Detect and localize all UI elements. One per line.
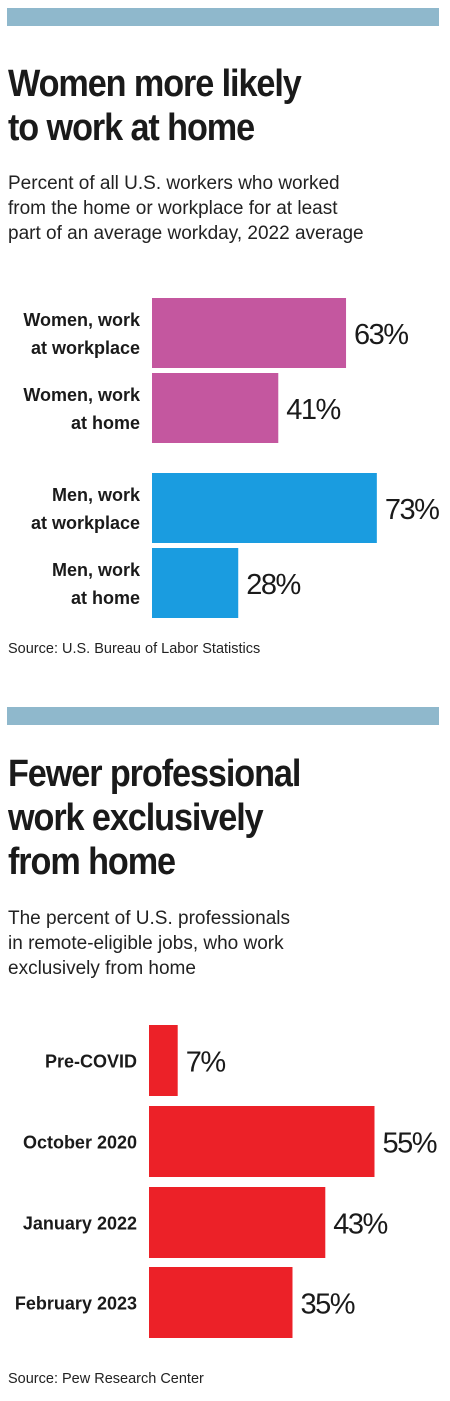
category-label-1-1: Women, work bbox=[23, 310, 141, 330]
chart-1-title: Women more likely to work at home bbox=[8, 63, 302, 149]
chart-2-subtitle: The percent of U.S. professionals in rem… bbox=[8, 908, 290, 979]
value-label-1: 63% bbox=[354, 319, 408, 351]
chart-1-subtitle: Percent of all U.S. workers who worked f… bbox=[8, 173, 364, 244]
category-label-4-1: Men, work bbox=[52, 560, 141, 580]
chart-1-bar-chart: Women, work at workplace 63% Women, work at … bbox=[0, 290, 450, 630]
chart-1-source: Source: U.S. Bureau of Labor Statistics bbox=[8, 641, 261, 657]
section-rule-2 bbox=[7, 707, 439, 725]
category-label-2-1: Women, work bbox=[23, 385, 141, 405]
bar-4 bbox=[149, 1267, 293, 1338]
category-label-4-1: February 2023 bbox=[15, 1294, 137, 1314]
bar-3 bbox=[152, 473, 377, 543]
chart-2-bar-chart: Pre-COVID 7% October 2020 55% January 2022 43… bbox=[0, 1020, 450, 1350]
value-label-3: 43% bbox=[333, 1209, 387, 1241]
category-label-4-2: at home bbox=[71, 588, 140, 608]
category-label-3-1: January 2022 bbox=[23, 1214, 137, 1234]
category-label-3-1: Men, work bbox=[52, 485, 141, 505]
bar-4 bbox=[152, 548, 239, 618]
category-label-2-2: at home bbox=[71, 413, 140, 433]
value-label-3: 73% bbox=[385, 494, 439, 526]
chart-2-title: Fewer professional work exclusively from… bbox=[8, 753, 301, 883]
category-label-1-2: at workplace bbox=[31, 338, 140, 358]
bar-2 bbox=[149, 1106, 375, 1177]
value-label-2: 41% bbox=[286, 394, 340, 426]
category-label-3-2: at workplace bbox=[31, 513, 140, 533]
bar-2 bbox=[152, 373, 279, 443]
bar-1 bbox=[149, 1025, 178, 1096]
value-label-4: 35% bbox=[301, 1289, 355, 1321]
value-label-2: 55% bbox=[383, 1128, 437, 1160]
category-label-2-1: October 2020 bbox=[23, 1133, 137, 1153]
bar-1 bbox=[152, 298, 347, 368]
value-label-4: 28% bbox=[246, 569, 300, 601]
chart-2-source: Source: Pew Research Center bbox=[8, 1371, 204, 1387]
section-rule-1 bbox=[7, 8, 439, 26]
value-label-1: 7% bbox=[186, 1047, 226, 1079]
bar-3 bbox=[149, 1187, 326, 1258]
category-label-1-1: Pre-COVID bbox=[45, 1052, 137, 1072]
